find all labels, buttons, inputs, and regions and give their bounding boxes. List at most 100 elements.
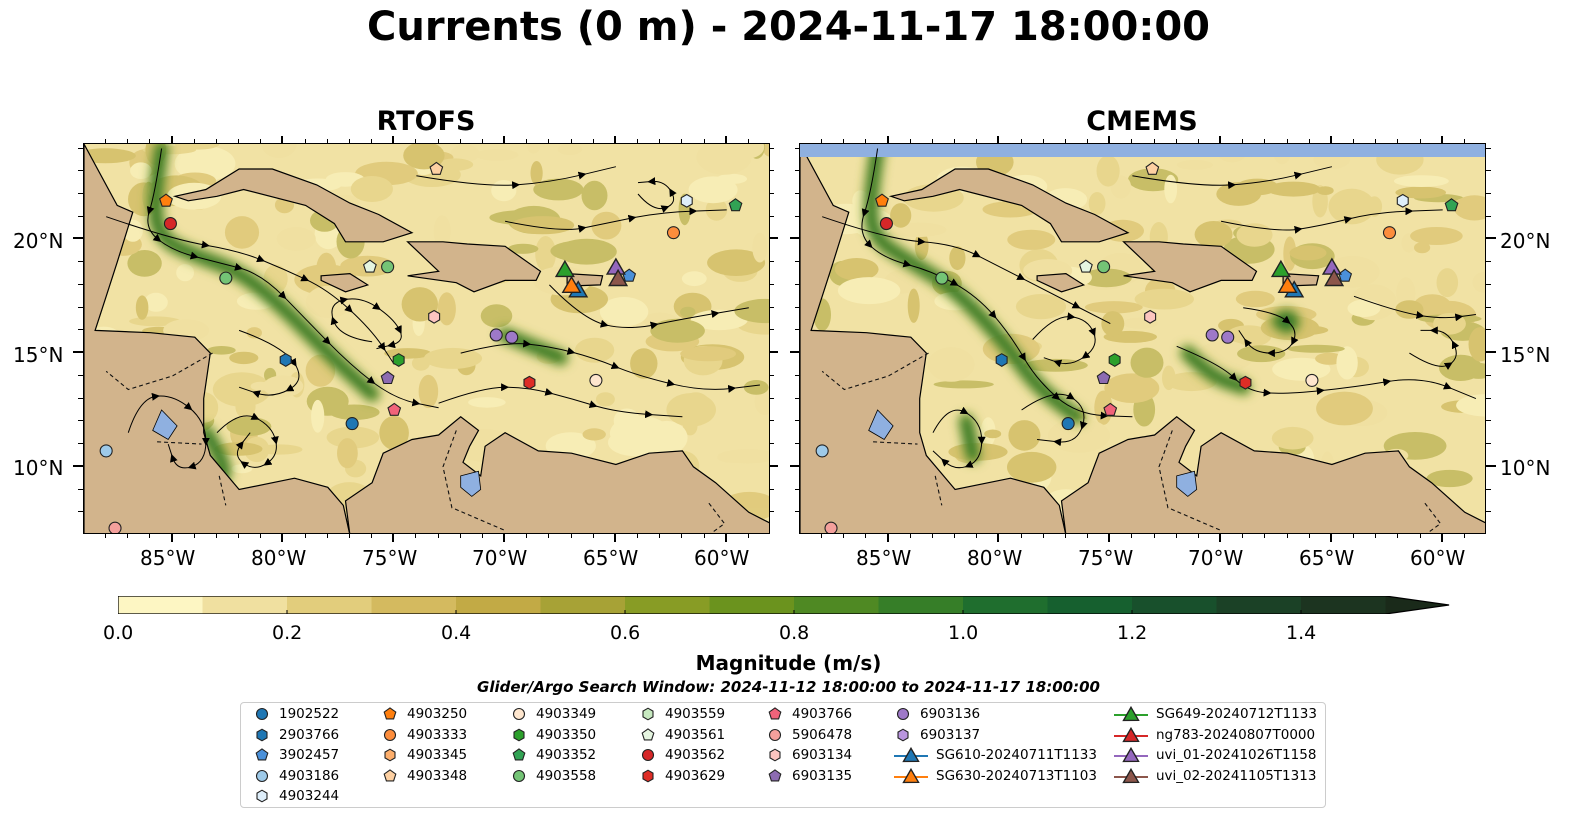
legend-label: uvi_01-20241026T1158 — [1156, 747, 1317, 763]
axis-tick — [795, 488, 799, 490]
axis-tick — [193, 139, 195, 143]
axis-tick — [770, 170, 774, 172]
lon-tick-label: 70°W — [1188, 546, 1244, 570]
glider-marker-SG630-20240713T1103 — [561, 275, 582, 294]
axis-tick — [1109, 534, 1111, 538]
legend-circle-icon — [768, 728, 782, 741]
axis-tick — [795, 443, 799, 445]
streamline — [1132, 166, 1333, 190]
axis-tick — [1175, 139, 1177, 143]
colorbar-segment — [1132, 596, 1217, 614]
axis-tick — [1064, 534, 1066, 538]
streamline — [238, 329, 300, 398]
legend-item: 2903766 — [253, 726, 339, 744]
float-marker-5906478 — [824, 521, 838, 533]
axis-tick — [78, 397, 83, 399]
axis-tick — [887, 534, 889, 538]
legend-label: 5906478 — [792, 726, 853, 743]
axis-tick — [548, 139, 550, 143]
legend-glider-icon — [902, 767, 920, 783]
colorbar-segment — [1216, 596, 1302, 614]
legend-pentagon-icon — [768, 768, 782, 781]
axis-tick — [171, 139, 173, 143]
legend-glider-icon — [902, 746, 920, 763]
legend-hexagon-icon — [769, 748, 781, 762]
legend-hexagon-icon — [642, 707, 654, 721]
legend-label: 2903766 — [279, 726, 340, 743]
colorbar-segment — [794, 596, 879, 614]
float-marker-4903349 — [1305, 373, 1319, 387]
axis-tick — [592, 534, 594, 538]
axis-tick — [1042, 139, 1044, 143]
legend-item: 4903348 — [381, 767, 467, 785]
axis-tick — [637, 534, 639, 538]
panel-title-cmems: CMEMS — [1086, 106, 1198, 137]
float-marker-4903629 — [523, 375, 536, 390]
lake — [1176, 470, 1198, 497]
axis-tick — [1486, 511, 1491, 513]
legend-label: 4903629 — [665, 767, 726, 784]
axis-tick — [415, 139, 417, 143]
colorbar-extend-arrow — [1385, 596, 1450, 614]
float-marker-2903766 — [995, 353, 1008, 367]
colorbar-title: Magnitude (m/s) — [695, 651, 882, 675]
legend-item: 4903562 — [639, 746, 725, 764]
axis-tick — [790, 464, 799, 467]
axis-tick — [548, 534, 550, 538]
legend-label: 4903250 — [407, 706, 468, 722]
axis-tick — [1486, 170, 1491, 172]
float-marker-1902522 — [345, 417, 359, 431]
axis-tick — [1486, 147, 1491, 149]
legend-pentagon-icon — [641, 727, 655, 740]
colorbar-tick-label: 0.2 — [272, 622, 303, 644]
legend-circle-icon — [512, 769, 526, 782]
legend-label: 4903244 — [279, 788, 340, 804]
axis-tick — [770, 488, 774, 490]
axis-tick — [78, 283, 83, 285]
axis-tick — [1441, 534, 1443, 538]
axis-tick — [78, 374, 83, 376]
legend-label: 4903345 — [407, 747, 468, 763]
lon-tick-label: 60°W — [1410, 546, 1466, 570]
land-southam — [1060, 416, 1485, 533]
legend-pentagon-icon — [768, 707, 782, 720]
streamline — [438, 383, 683, 419]
legend-item: 3902457 — [253, 746, 339, 764]
colorbar-tick-label: 0.4 — [441, 622, 472, 644]
lon-tick-label: 75°W — [1078, 546, 1134, 570]
axis-tick — [481, 534, 483, 538]
axis-tick — [795, 261, 799, 263]
lat-tick-label: 15°N — [13, 343, 64, 367]
axis-tick — [795, 238, 799, 240]
float-marker-5906478 — [108, 521, 122, 533]
legend-item: 4903250 — [381, 705, 467, 723]
axis-tick — [1286, 534, 1288, 538]
axis-tick — [78, 443, 83, 445]
legend-item: ng783-20240807T0000 — [1114, 726, 1315, 744]
axis-tick — [795, 193, 799, 194]
float-marker-4903348 — [1145, 161, 1160, 175]
axis-tick — [659, 139, 661, 143]
axis-tick — [392, 534, 395, 542]
axis-tick — [1242, 139, 1244, 143]
axis-tick — [770, 237, 778, 240]
axis-tick — [260, 139, 262, 143]
colorbar-segment — [625, 596, 710, 614]
axis-tick — [1108, 534, 1111, 542]
colorbar-segment — [118, 596, 203, 614]
float-marker-4903186 — [99, 444, 113, 458]
float-marker-6903136 — [1221, 330, 1235, 344]
legend-label: 4903558 — [536, 767, 597, 784]
axis-tick — [78, 147, 83, 149]
axis-tick — [1020, 139, 1022, 143]
lon-tick-label: 80°W — [967, 546, 1023, 570]
float-marker-4903352 — [728, 198, 743, 212]
streamline — [637, 177, 677, 213]
axis-tick — [795, 465, 799, 467]
axis-tick — [931, 139, 933, 143]
float-marker-1902522 — [1061, 417, 1075, 431]
axis-tick — [1463, 534, 1465, 538]
lon-tick-label: 65°W — [1299, 546, 1355, 570]
legend-circle-icon — [512, 707, 526, 721]
axis-tick — [1197, 534, 1199, 538]
